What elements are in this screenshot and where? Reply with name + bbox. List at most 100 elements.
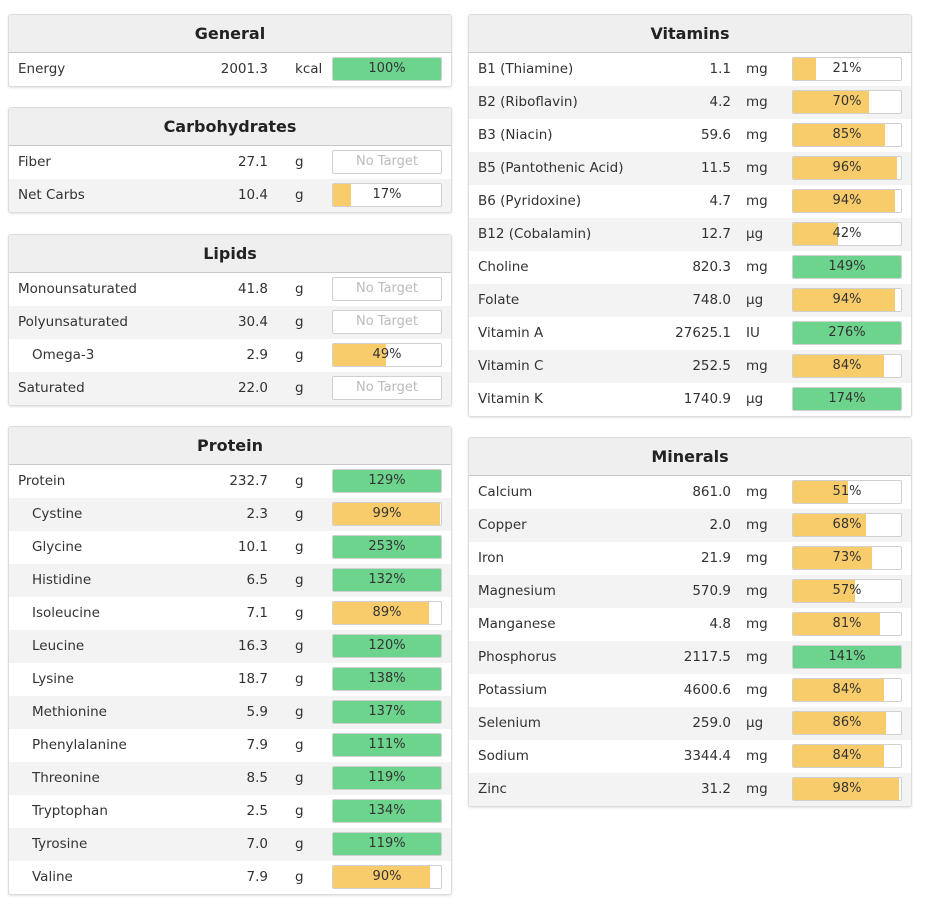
nutrient-row: Isoleucine 7.1 g 89% [9, 597, 451, 630]
nutrient-unit: g [295, 803, 304, 819]
target-progress-bar: No Target [332, 376, 442, 400]
panel-title: General [9, 15, 451, 53]
nutrient-unit: g [295, 506, 304, 522]
target-progress-bar: 174% [792, 387, 902, 411]
progress-fill [793, 124, 885, 146]
percent-label: 81% [832, 616, 862, 631]
target-progress-bar: 84% [792, 678, 902, 702]
nutrient-name: Tryptophan [32, 803, 108, 819]
progress-fill [333, 184, 352, 206]
nutrient-name: Iron [478, 550, 505, 566]
nutrient-unit: mg [746, 484, 768, 500]
nutrient-unit: g [295, 638, 304, 654]
target-progress-bar: 84% [792, 354, 902, 378]
nutrient-amount: 27625.1 [675, 325, 731, 341]
progress-fill [333, 833, 441, 855]
percent-label: 96% [832, 160, 862, 175]
target-progress-bar: 81% [792, 612, 902, 636]
target-progress-bar: 253% [332, 535, 442, 559]
nutrient-name: Lysine [32, 671, 74, 687]
percent-label: 138% [368, 671, 406, 686]
target-progress-bar: 68% [792, 513, 902, 537]
target-progress-bar: 120% [332, 634, 442, 658]
nutrient-amount: 12.7 [700, 226, 731, 242]
nutrient-row: Omega-3 2.9 g 49% [9, 339, 451, 372]
percent-label: 174% [828, 391, 866, 406]
nutrient-name: Vitamin A [478, 325, 544, 341]
nutrient-name: Phenylalanine [32, 737, 127, 753]
nutrient-unit: mg [746, 160, 768, 176]
percent-label: 120% [368, 638, 406, 653]
nutrient-row: Manganese 4.8 mg 81% [469, 608, 911, 641]
target-progress-bar: 134% [332, 799, 442, 823]
nutrient-amount: 2.0 [709, 517, 731, 533]
nutrient-row: Threonine 8.5 g 119% [9, 762, 451, 795]
nutrient-unit: g [295, 154, 304, 170]
nutrient-amount: 4.2 [709, 94, 731, 110]
nutrient-name: Glycine [32, 539, 83, 555]
progress-fill [333, 602, 430, 624]
nutrient-amount: 252.5 [692, 358, 731, 374]
nutrient-amount: 7.1 [246, 605, 268, 621]
percent-label: 276% [828, 325, 866, 340]
nutrient-amount: 10.4 [237, 187, 268, 203]
nutrient-row: Iron 21.9 mg 73% [469, 542, 911, 575]
target-progress-bar: 111% [332, 733, 442, 757]
percent-label: 149% [828, 259, 866, 274]
target-progress-bar: 138% [332, 667, 442, 691]
progress-fill [793, 190, 895, 212]
nutrient-row: Protein 232.7 g 129% [9, 465, 451, 498]
target-progress-bar: 149% [792, 255, 902, 279]
carbohydrates-panel: Carbohydrates Fiber 27.1 g No Target Net Car… [8, 107, 452, 213]
progress-fill [793, 646, 901, 668]
nutrient-amount: 2.5 [246, 803, 268, 819]
nutrient-unit: mg [746, 358, 768, 374]
vitamins-panel: Vitamins B1 (Thiamine) 1.1 mg 21% B2 (Ribofl… [468, 14, 912, 417]
target-progress-bar: No Target [332, 277, 442, 301]
progress-fill [333, 800, 441, 822]
nutrient-row: Copper 2.0 mg 68% [469, 509, 911, 542]
nutrient-amount: 2.9 [246, 347, 268, 363]
nutrient-name: Folate [478, 292, 520, 308]
nutrient-name: B3 (Niacin) [478, 127, 553, 143]
nutrient-name: Choline [478, 259, 529, 275]
nutrient-name: Histidine [32, 572, 92, 588]
nutrient-unit: µg [746, 715, 764, 731]
nutrient-amount: 59.6 [700, 127, 731, 143]
lipids-panel: Lipids Monounsaturated 41.8 g No Target Poly… [8, 234, 452, 406]
nutrient-unit: g [295, 737, 304, 753]
nutrient-row: B3 (Niacin) 59.6 mg 85% [469, 119, 911, 152]
nutrient-amount: 861.0 [692, 484, 731, 500]
panel-title: Vitamins [469, 15, 911, 53]
percent-label: 21% [832, 61, 862, 76]
progress-fill [333, 536, 441, 558]
percent-label: 68% [832, 517, 862, 532]
nutrient-amount: 7.9 [246, 869, 268, 885]
target-progress-bar: 129% [332, 469, 442, 493]
nutrient-unit: g [295, 671, 304, 687]
progress-fill [793, 256, 901, 278]
nutrient-name: Energy [18, 61, 66, 77]
percent-label: 98% [832, 781, 862, 796]
percent-label: 111% [368, 737, 406, 752]
progress-fill [793, 481, 849, 503]
percent-label: 137% [368, 704, 406, 719]
nutrient-unit: g [295, 347, 304, 363]
nutrient-row: Energy 2001.3 kcal 100% [9, 53, 451, 86]
percent-label: 84% [832, 748, 862, 763]
nutrient-amount: 4.7 [709, 193, 731, 209]
percent-label: 119% [368, 770, 406, 785]
nutrient-unit: µg [746, 226, 764, 242]
nutrient-unit: mg [746, 193, 768, 209]
nutrient-name: Monounsaturated [18, 281, 137, 297]
target-progress-bar: 99% [332, 502, 442, 526]
nutrient-amount: 22.0 [237, 380, 268, 396]
target-progress-bar: 96% [792, 156, 902, 180]
nutrient-amount: 7.9 [246, 737, 268, 753]
panel-title: Minerals [469, 438, 911, 476]
target-progress-bar: 94% [792, 288, 902, 312]
nutrient-row: Vitamin A 27625.1 IU 276% [469, 317, 911, 350]
nutrient-amount: 27.1 [237, 154, 268, 170]
percent-label: 85% [832, 127, 862, 142]
target-progress-bar: 17% [332, 183, 442, 207]
